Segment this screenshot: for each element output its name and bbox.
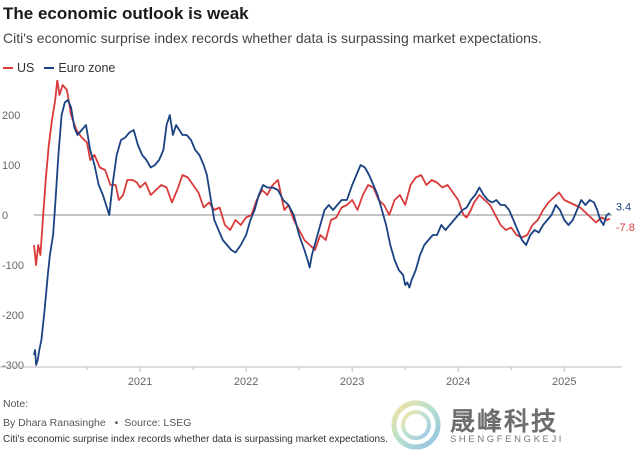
source: Source: LSEG (124, 417, 192, 429)
series-line-euro (33, 99, 611, 366)
line-chart: -300 -200 -100 0 100 200 2021 2022 2023 2024 2025 3… (0, 80, 635, 388)
legend-label-us: US (17, 61, 35, 75)
y-tick-label: -200 (2, 310, 24, 322)
y-tick-label: 200 (2, 110, 20, 122)
legend-swatch-us (3, 67, 13, 69)
y-tick-label: -300 (2, 360, 24, 372)
footer-subtitle: Citi's economic surprise index records w… (3, 434, 388, 445)
legend-item-us: US (3, 61, 34, 75)
watermark: 晟峰科技 SHENGFENGKEJI (388, 400, 628, 450)
legend-item-euro: Euro zone (44, 61, 115, 75)
x-tick-label: 2021 (128, 376, 152, 388)
separator: • (114, 417, 119, 429)
x-tick-label: 2024 (446, 376, 470, 388)
x-tick-label: 2022 (234, 376, 258, 388)
legend-label-euro: Euro zone (58, 61, 116, 75)
y-tick-label: -100 (2, 260, 24, 272)
x-tick-label: 2023 (340, 376, 364, 388)
footer-credit: By Dhara Ranasinghe • Source: LSEG (3, 417, 191, 429)
y-tick-label: 100 (2, 160, 20, 172)
watermark-logo-icon (391, 400, 441, 450)
end-label-us: -7.8 (616, 222, 635, 234)
chart-subtitle: Citi's economic surprise index records w… (3, 30, 542, 46)
watermark-subtext: SHENGFENGKEJI (450, 434, 565, 445)
legend-swatch-euro (44, 67, 55, 69)
chart-title: The economic outlook is weak (3, 4, 249, 23)
y-tick-label: 0 (2, 210, 8, 222)
legend: US Euro zone (3, 61, 125, 75)
watermark-text: 晟峰科技 (450, 408, 559, 436)
end-label-euro: 3.4 (616, 201, 631, 213)
footer-note: Note: (3, 398, 29, 410)
series-line-us (33, 80, 611, 266)
x-tick-label: 2025 (552, 376, 576, 388)
byline: By Dhara Ranasinghe (3, 417, 106, 429)
